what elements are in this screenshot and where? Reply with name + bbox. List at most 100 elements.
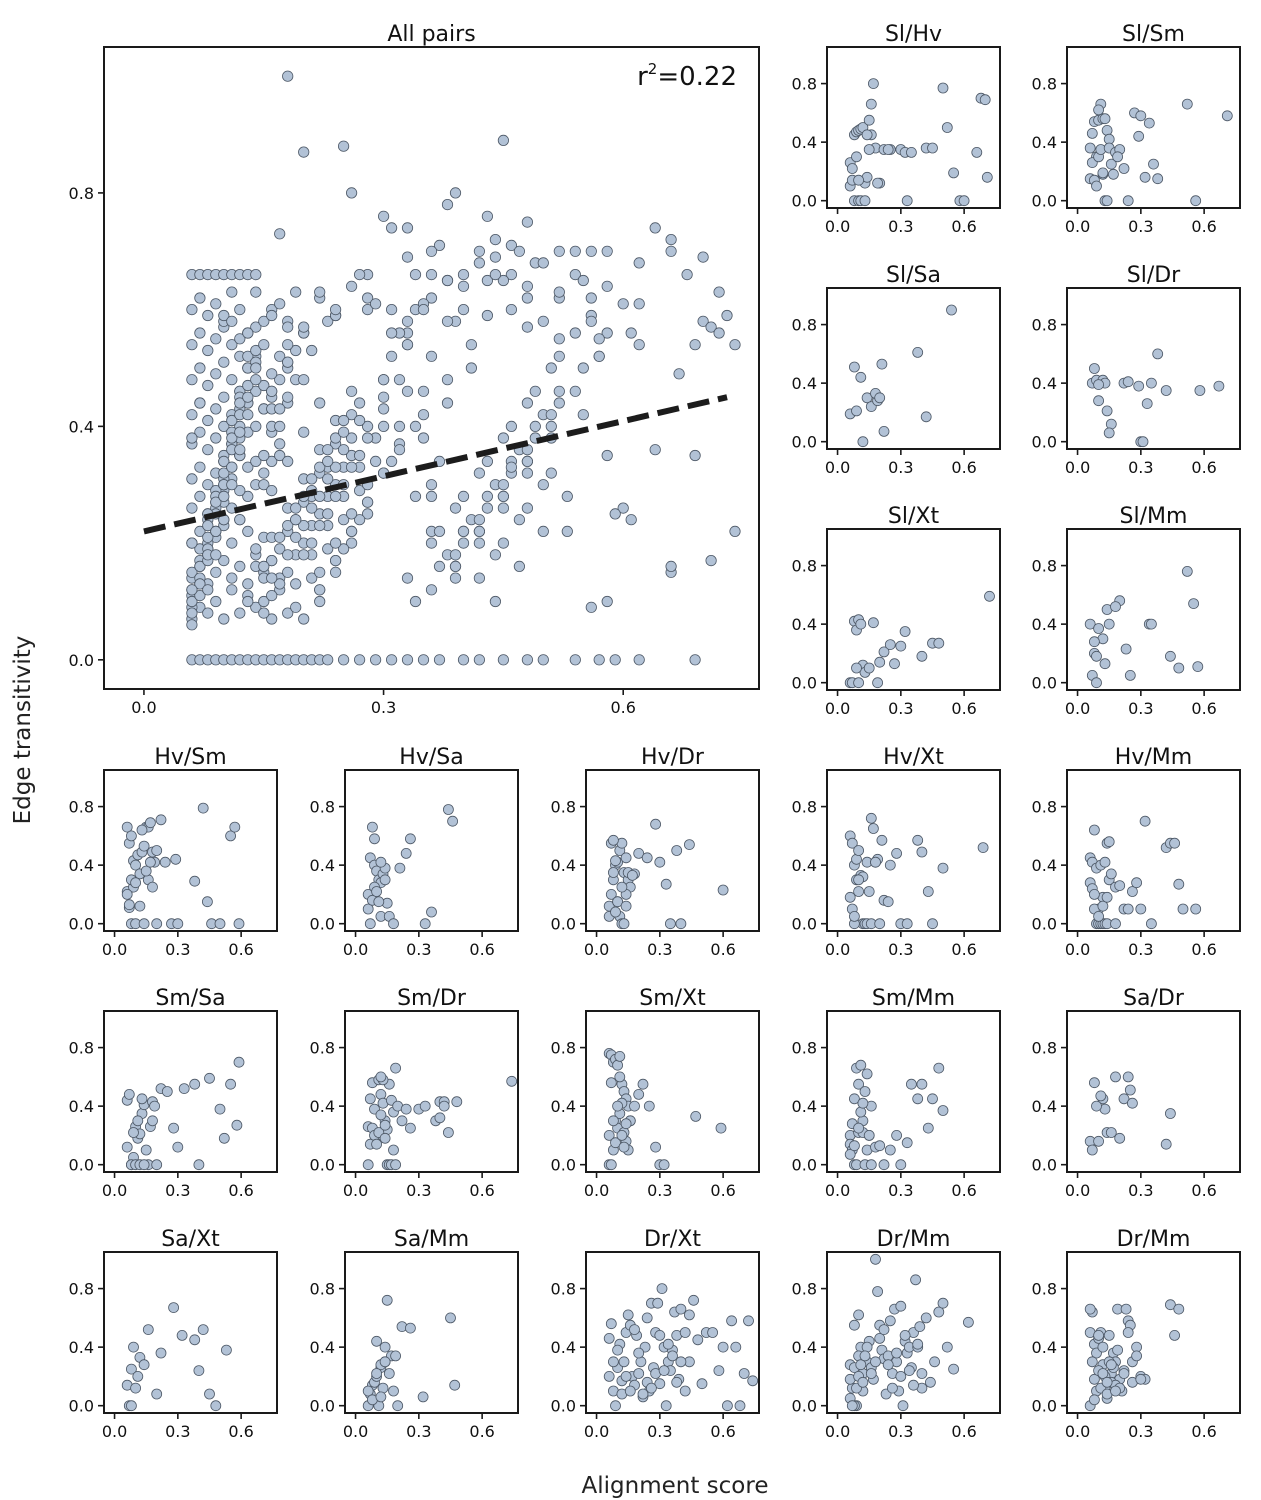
scatter-point bbox=[417, 409, 430, 421]
scatter-point bbox=[314, 397, 326, 409]
scatter-point bbox=[521, 502, 534, 514]
scatter-point bbox=[202, 531, 214, 543]
scatter-panel-hv-mm: Hv/Mm 0.0 0.3 0.6 0.0 0.4 0.8 bbox=[1032, 745, 1241, 959]
scatter-point bbox=[306, 473, 318, 485]
scatter-point bbox=[497, 432, 509, 444]
panel-title: All pairs bbox=[387, 22, 475, 47]
scatter-point bbox=[916, 846, 928, 858]
scatter-point bbox=[457, 490, 470, 502]
scatter-point bbox=[1112, 151, 1123, 163]
scatter-point bbox=[859, 1350, 871, 1362]
scatter-point bbox=[393, 444, 406, 456]
scatter-point bbox=[369, 654, 382, 666]
scatter-point bbox=[884, 639, 896, 650]
scatter-point bbox=[274, 543, 286, 555]
scatter-point bbox=[234, 607, 246, 619]
scatter-point bbox=[290, 578, 302, 590]
scatter-point bbox=[481, 210, 493, 222]
scatter-points bbox=[844, 1253, 974, 1412]
plot-frame bbox=[826, 769, 1001, 932]
scatter-point bbox=[633, 654, 645, 666]
scatter-point bbox=[401, 572, 414, 584]
y-tick-label: 0.8 bbox=[69, 1280, 94, 1299]
scatter-point bbox=[194, 589, 206, 602]
scatter-point bbox=[901, 918, 913, 930]
scatter-point bbox=[853, 677, 864, 689]
scatter-point bbox=[369, 455, 382, 467]
x-tick-label: 0.3 bbox=[165, 1422, 190, 1441]
scatter-point bbox=[927, 142, 938, 154]
scatter-point bbox=[605, 1077, 617, 1089]
scatter-point bbox=[506, 1075, 518, 1087]
scatter-point bbox=[433, 239, 446, 251]
scatter-point bbox=[266, 554, 278, 567]
scatter-point bbox=[857, 436, 869, 448]
plot-frame bbox=[103, 1251, 278, 1414]
y-tick-label: 0.4 bbox=[1032, 615, 1057, 634]
plot-frame bbox=[103, 46, 760, 690]
x-tick-label: 0.0 bbox=[584, 1181, 609, 1200]
x-tick-label: 0.6 bbox=[228, 940, 253, 959]
scatter-point bbox=[622, 1309, 634, 1321]
scatter-point bbox=[721, 309, 733, 322]
x-tick-label: 0.3 bbox=[1128, 217, 1153, 236]
scatter-point bbox=[361, 432, 374, 444]
scatter-point bbox=[250, 362, 262, 374]
scatter-point bbox=[396, 1115, 408, 1127]
scatter-point bbox=[449, 502, 462, 514]
scatter-point bbox=[897, 1400, 909, 1412]
scatter-point bbox=[927, 1093, 938, 1105]
scatter-point bbox=[473, 537, 485, 549]
scatter-point bbox=[937, 862, 949, 874]
scatter-point bbox=[569, 245, 581, 257]
scatter-point bbox=[449, 1379, 461, 1391]
scatter-point bbox=[298, 321, 310, 333]
scatter-panel-sm-dr: Sm/Dr 0.0 0.3 0.6 0.0 0.4 0.8 bbox=[310, 986, 519, 1200]
scatter-point bbox=[226, 374, 238, 386]
scatter-point bbox=[377, 210, 390, 222]
scatter-point bbox=[194, 426, 206, 438]
scatter-point bbox=[593, 350, 605, 362]
scatter-points bbox=[844, 590, 995, 689]
scatter-points bbox=[1086, 348, 1225, 448]
scatter-point bbox=[393, 374, 406, 386]
scatter-point bbox=[210, 403, 222, 415]
y-tick-label: 0.8 bbox=[69, 798, 94, 817]
scatter-point bbox=[937, 82, 949, 94]
scatter-point bbox=[121, 889, 133, 900]
scatter-point bbox=[910, 1274, 921, 1286]
scatter-point bbox=[853, 886, 864, 897]
scatter-point bbox=[497, 537, 509, 549]
scatter-point bbox=[132, 1371, 144, 1382]
panel-title: Hv/Sm bbox=[154, 745, 226, 770]
scatter-point bbox=[521, 292, 534, 304]
scatter-point bbox=[513, 514, 526, 526]
scatter-point bbox=[603, 1130, 615, 1141]
x-tick-label: 0.6 bbox=[951, 217, 976, 236]
scatter-point bbox=[426, 906, 437, 918]
regression-line bbox=[143, 394, 728, 535]
plot-frame bbox=[1066, 528, 1241, 691]
scatter-point bbox=[717, 884, 729, 896]
scatter-point bbox=[361, 508, 374, 520]
scatter-point bbox=[151, 1159, 163, 1171]
scatter-point bbox=[441, 199, 454, 211]
scatter-point bbox=[914, 1321, 926, 1332]
scatter-point bbox=[202, 344, 214, 357]
scatter-point bbox=[401, 315, 414, 327]
scatter-point bbox=[1173, 662, 1185, 674]
scatter-point bbox=[1093, 911, 1104, 922]
scatter-point bbox=[734, 1400, 746, 1412]
x-tick-label: 0.3 bbox=[1128, 699, 1153, 718]
scatter-point bbox=[1101, 1376, 1113, 1388]
scatter-point bbox=[521, 654, 534, 666]
scatter-point bbox=[210, 333, 222, 345]
plot-frame bbox=[826, 528, 1001, 691]
scatter-point bbox=[577, 409, 589, 421]
scatter-point bbox=[202, 444, 214, 456]
scatter-point bbox=[899, 1330, 911, 1341]
scatter-point bbox=[1139, 171, 1151, 183]
x-tick-label: 0.6 bbox=[469, 940, 494, 959]
scatter-point bbox=[1152, 348, 1164, 360]
y-tick-label: 0.4 bbox=[551, 1097, 576, 1116]
